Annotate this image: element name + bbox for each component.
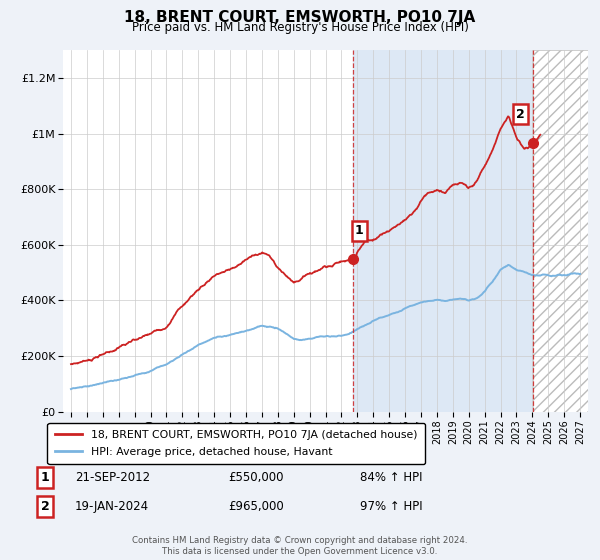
Text: Price paid vs. HM Land Registry's House Price Index (HPI): Price paid vs. HM Land Registry's House … [131, 21, 469, 34]
Text: 2: 2 [41, 500, 49, 514]
Text: 1: 1 [355, 225, 364, 237]
Text: 97% ↑ HPI: 97% ↑ HPI [360, 500, 422, 514]
Bar [533, 50, 588, 412]
Text: 84% ↑ HPI: 84% ↑ HPI [360, 470, 422, 484]
Bar [533, 50, 588, 412]
Legend: 18, BRENT COURT, EMSWORTH, PO10 7JA (detached house), HPI: Average price, detach: 18, BRENT COURT, EMSWORTH, PO10 7JA (det… [47, 423, 425, 464]
Text: 19-JAN-2024: 19-JAN-2024 [75, 500, 149, 514]
Text: £965,000: £965,000 [228, 500, 284, 514]
Text: £550,000: £550,000 [228, 470, 284, 484]
Text: 18, BRENT COURT, EMSWORTH, PO10 7JA: 18, BRENT COURT, EMSWORTH, PO10 7JA [124, 10, 476, 25]
Text: 1: 1 [41, 470, 49, 484]
Text: Contains HM Land Registry data © Crown copyright and database right 2024.
This d: Contains HM Land Registry data © Crown c… [132, 536, 468, 556]
Text: 2: 2 [516, 108, 525, 121]
Bar [353, 50, 533, 412]
Text: 21-SEP-2012: 21-SEP-2012 [75, 470, 150, 484]
